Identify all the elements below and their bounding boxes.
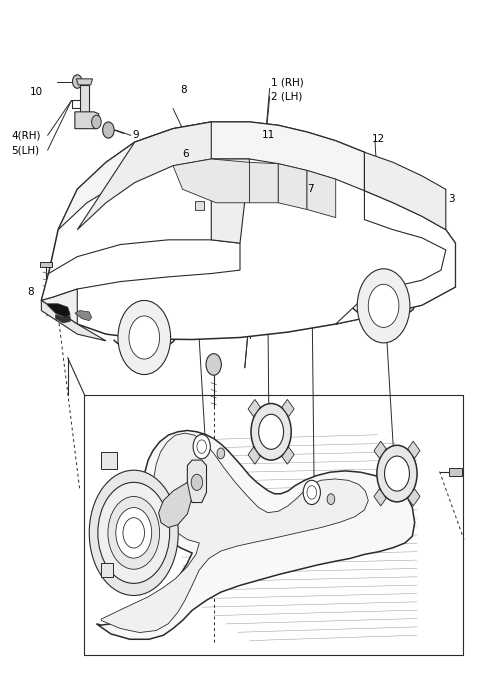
Polygon shape [48,304,70,317]
Circle shape [251,404,291,460]
Circle shape [197,440,206,454]
Polygon shape [211,159,250,243]
Text: 10: 10 [29,86,43,97]
Polygon shape [40,262,52,267]
Polygon shape [336,190,456,324]
Polygon shape [101,452,117,469]
Polygon shape [80,85,89,115]
Polygon shape [449,468,462,476]
Polygon shape [41,240,240,300]
Circle shape [92,115,101,129]
Polygon shape [187,460,206,502]
Circle shape [116,508,152,558]
Polygon shape [408,441,420,458]
Text: 3: 3 [448,194,455,205]
Polygon shape [56,315,70,323]
Text: 6: 6 [182,149,189,159]
Polygon shape [194,200,204,209]
Circle shape [217,448,225,459]
Polygon shape [76,79,93,85]
Text: 8: 8 [180,84,187,95]
Circle shape [103,122,114,138]
Polygon shape [408,489,420,506]
Circle shape [327,494,335,504]
Circle shape [303,481,321,504]
Circle shape [72,75,82,88]
Text: 11: 11 [262,130,275,140]
Polygon shape [158,483,191,527]
Polygon shape [41,289,77,324]
Polygon shape [374,489,386,506]
Polygon shape [248,400,260,416]
Circle shape [368,284,399,327]
Text: 8: 8 [27,288,34,298]
Circle shape [98,483,169,583]
Text: 9: 9 [132,130,139,140]
Circle shape [129,316,159,359]
Circle shape [384,456,409,491]
Text: 4(RH): 4(RH) [11,130,41,140]
Circle shape [259,414,284,450]
Circle shape [123,518,144,548]
Circle shape [357,269,410,343]
Polygon shape [96,431,415,639]
Polygon shape [75,112,99,129]
Circle shape [118,300,170,375]
Polygon shape [41,300,106,341]
Polygon shape [75,310,92,321]
Polygon shape [101,563,113,576]
Circle shape [108,497,159,569]
Circle shape [206,354,221,375]
Circle shape [193,435,210,459]
Circle shape [307,486,317,500]
Polygon shape [248,447,260,464]
Polygon shape [173,159,250,202]
Circle shape [377,446,417,502]
Text: 2 (LH): 2 (LH) [271,91,302,101]
Text: 5(LH): 5(LH) [11,145,39,155]
Text: 12: 12 [372,134,385,144]
Circle shape [191,475,203,491]
Polygon shape [250,163,278,202]
Polygon shape [307,171,336,217]
Polygon shape [374,441,386,458]
Polygon shape [282,400,294,416]
Polygon shape [58,122,364,230]
Circle shape [89,470,178,595]
Text: 1 (RH): 1 (RH) [271,78,304,88]
Polygon shape [101,433,368,632]
Polygon shape [77,122,211,230]
Polygon shape [282,447,294,464]
Polygon shape [364,153,446,230]
Text: 7: 7 [307,184,313,194]
Polygon shape [41,122,456,340]
Polygon shape [278,164,307,209]
